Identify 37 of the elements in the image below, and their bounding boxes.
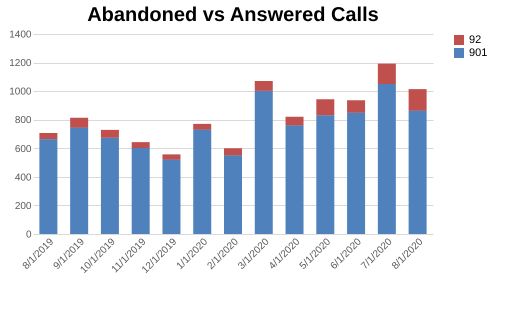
bar <box>254 81 273 91</box>
y-tick-label: 600 <box>14 144 32 155</box>
bar <box>39 139 58 234</box>
bar <box>162 160 180 234</box>
y-tick-label: 200 <box>14 200 32 212</box>
bar <box>316 99 334 116</box>
bar <box>347 112 366 234</box>
bar <box>100 138 119 234</box>
bar <box>347 100 366 113</box>
bar <box>378 84 396 234</box>
bar <box>132 142 150 148</box>
bar <box>254 90 273 234</box>
bar <box>70 128 88 234</box>
legend-label: 92 <box>469 34 482 46</box>
bar <box>316 115 334 234</box>
y-tick-label: 1000 <box>9 86 32 98</box>
bar <box>224 155 242 234</box>
bar <box>378 64 396 84</box>
bar <box>39 133 58 140</box>
bar <box>100 130 119 138</box>
bar <box>408 89 427 111</box>
y-tick-label: 1200 <box>9 58 32 70</box>
bar <box>132 148 150 234</box>
bar <box>193 124 212 130</box>
y-tick-label: 1400 <box>9 30 32 40</box>
bar <box>162 154 180 160</box>
bar <box>286 125 304 234</box>
y-tick-label: 800 <box>14 115 32 126</box>
bar <box>224 148 242 156</box>
y-tick-label: 0 <box>26 230 32 240</box>
bar <box>286 116 304 126</box>
legend-label: 901 <box>469 47 488 59</box>
bar <box>193 130 212 234</box>
bar <box>408 110 427 234</box>
chart-title: Abandoned vs Answered Calls <box>87 4 379 26</box>
y-tick-label: 400 <box>14 172 32 184</box>
bar <box>70 118 88 128</box>
